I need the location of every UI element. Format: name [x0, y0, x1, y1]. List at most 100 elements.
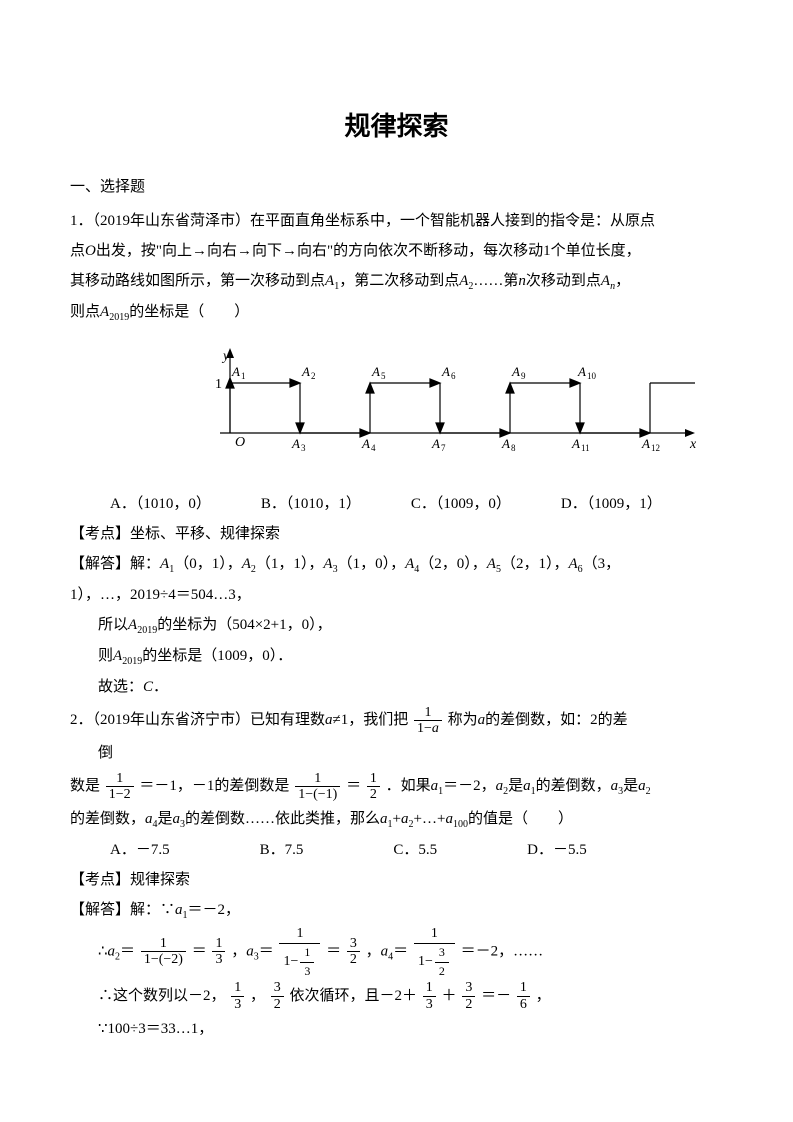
q1-jieda2: 1），…，2019÷4＝504…3，: [70, 580, 723, 610]
q1-kaodian: 【考点】坐标、平移、规律探索: [70, 519, 723, 549]
t: ，: [250, 988, 265, 1004]
t: ＝－2，: [188, 902, 241, 918]
t: 其移动路线如图所示，第一次移动到点: [70, 273, 325, 289]
q2-options: A．－7.5 B．7.5 C．5.5 D．－5.5: [70, 835, 723, 865]
t: ≠1，我们把: [333, 712, 409, 728]
v: A: [487, 556, 496, 572]
svg-text:A: A: [301, 364, 310, 379]
t: ＋: [442, 988, 457, 1004]
q2-last: ∵100÷3＝33…1，: [70, 1014, 723, 1044]
q2-kaodian: 【考点】规律探索: [70, 865, 723, 895]
t: 是: [508, 778, 523, 794]
t: ＝－2，: [443, 778, 496, 794]
svg-text:A: A: [431, 436, 440, 451]
t: 的差倒数，: [70, 811, 145, 827]
v: a: [445, 811, 453, 827]
t: ，第二次移动到点: [339, 273, 459, 289]
t: 则点: [70, 304, 100, 320]
q1-line4: 则点A2019的坐标是（ ）: [70, 297, 723, 328]
t: ＝－1，－1的差倒数是: [139, 778, 289, 794]
v: a: [108, 943, 116, 959]
q2-optC: C．5.5: [393, 835, 437, 865]
q1-line2: 点O出发，按"向上→向右→向下→向右"的方向依次不断移动，每次移动1个单位长度，: [70, 236, 723, 266]
t: 是: [623, 778, 638, 794]
svg-text:A: A: [501, 436, 510, 451]
svg-text:A: A: [577, 364, 586, 379]
t: 的差倒数，: [536, 778, 611, 794]
svg-text:A: A: [441, 364, 450, 379]
q1-graph: y x O 1 A1 A2 A5 A6 A9 A10 A3 A4: [160, 338, 700, 468]
frac: 11−2: [106, 771, 134, 803]
t: 数是: [70, 778, 100, 794]
v: a: [496, 778, 504, 794]
frac: 32: [347, 936, 360, 968]
frac: 13: [212, 936, 225, 968]
frac: 11−13: [279, 926, 320, 978]
t: ．: [153, 679, 168, 695]
q1-line1: 1．（2019年山东省菏泽市）在平面直角坐标系中，一个智能机器人接到的指令是：从…: [70, 206, 723, 236]
v: a: [173, 811, 181, 827]
v: a: [325, 712, 333, 728]
t: 的差倒数……依此类推，那么: [185, 811, 380, 827]
svg-text:8: 8: [511, 443, 516, 453]
q2-dao: 倒: [70, 738, 723, 768]
q2-cycle: ∴这个数列以－2， 13 ， 32 依次循环，且－2＋ 13 ＋ 32 ＝－ 1…: [70, 978, 723, 1014]
frac: 11−(−1): [295, 771, 340, 803]
svg-text:1: 1: [241, 371, 246, 381]
var-A: A: [100, 304, 109, 320]
t: +: [393, 811, 401, 827]
t: （1，1），: [256, 556, 324, 572]
svg-text:O: O: [235, 435, 245, 450]
svg-text:A: A: [511, 364, 520, 379]
v: a: [401, 811, 409, 827]
q2-optA: A．－7.5: [110, 835, 170, 865]
q2-optD: D．－5.5: [527, 835, 587, 865]
frac: 11−(−2): [141, 936, 186, 968]
q1-jieda1: 【解答】解：A1（0，1），A2（1，1），A3（1，0），A4（2，0），A5…: [70, 549, 723, 580]
q1-optB: B．（1010，1）: [261, 489, 361, 519]
q2-line2: 数是 11−2 ＝－1，－1的差倒数是 11−(−1) ＝ 12 ．如果a1＝－…: [70, 768, 723, 804]
frac: 11−32: [414, 926, 455, 978]
v: a: [145, 811, 153, 827]
t: 【解答】解：∵: [70, 902, 175, 918]
t: ＝: [346, 778, 361, 794]
svg-text:A: A: [571, 436, 580, 451]
t: 次移动到点: [526, 273, 601, 289]
frac: 11−a: [414, 705, 442, 737]
svg-text:10: 10: [587, 371, 597, 381]
v: a: [246, 943, 254, 959]
s: 100: [453, 819, 468, 830]
t: 的坐标是（1009，0）．: [142, 648, 292, 664]
s: 2: [646, 786, 651, 797]
svg-text:A: A: [231, 364, 240, 379]
t: ＝: [259, 943, 274, 959]
frac: 13: [231, 980, 244, 1012]
svg-text:5: 5: [381, 371, 386, 381]
svg-text:x: x: [689, 437, 697, 452]
svg-text:2: 2: [311, 371, 316, 381]
page-title: 规律探索: [70, 100, 723, 152]
svg-text:1: 1: [215, 377, 222, 392]
ans: C: [143, 679, 153, 695]
v: A: [113, 648, 122, 664]
svg-text:A: A: [361, 436, 370, 451]
svg-text:7: 7: [441, 443, 446, 453]
t: ＝: [120, 943, 135, 959]
v: A: [405, 556, 414, 572]
svg-text:4: 4: [371, 443, 376, 453]
svg-text:A: A: [291, 436, 300, 451]
v: a: [638, 778, 646, 794]
svg-text:A: A: [641, 436, 650, 451]
v: a: [380, 811, 388, 827]
t: 倒: [98, 745, 113, 761]
s: 2019: [122, 656, 142, 667]
t: ＝: [192, 943, 207, 959]
t: ……第: [473, 273, 518, 289]
v: A: [568, 556, 577, 572]
q2-optB: B．7.5: [260, 835, 304, 865]
page: 规律探索 一、选择题 1．（2019年山东省菏泽市）在平面直角坐标系中，一个智能…: [0, 0, 793, 1122]
t: （3，: [583, 556, 621, 572]
v: A: [160, 556, 169, 572]
t: （2，1），: [501, 556, 569, 572]
t: 的坐标为（504×2+1，0），: [157, 617, 331, 633]
